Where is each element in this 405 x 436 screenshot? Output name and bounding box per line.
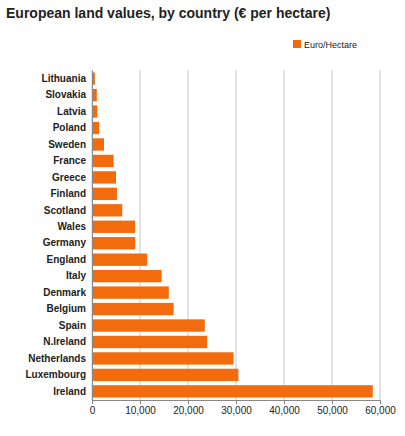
y-tick-label: Greece xyxy=(52,172,86,183)
grid-line xyxy=(332,70,333,400)
bar xyxy=(92,122,99,134)
grid-line xyxy=(284,70,285,400)
y-tick: Wales xyxy=(57,221,92,232)
bar xyxy=(92,286,169,298)
y-tick-label: Spain xyxy=(59,320,86,331)
y-tick: Latvia xyxy=(57,106,92,117)
legend: Euro/Hectare xyxy=(293,40,357,50)
x-tick: 10,000 xyxy=(125,400,156,416)
bar xyxy=(92,254,147,266)
x-tick: 60,000 xyxy=(365,400,396,416)
x-tick-mark xyxy=(188,400,189,404)
legend-label: Euro/Hectare xyxy=(304,40,357,50)
x-tick-label: 0 xyxy=(90,405,96,416)
bar xyxy=(92,171,116,183)
y-tick: Denmark xyxy=(43,287,92,298)
y-tick-label: Sweden xyxy=(48,139,86,150)
y-tick-label: Luxembourg xyxy=(25,369,86,380)
bar xyxy=(92,221,135,233)
y-tick-label: Slovakia xyxy=(45,89,86,100)
x-tick: 20,000 xyxy=(173,400,204,416)
x-tick-label: 30,000 xyxy=(221,405,252,416)
bar xyxy=(92,352,234,364)
y-tick: Finland xyxy=(50,188,92,199)
y-tick: Slovakia xyxy=(45,89,92,100)
y-tick-label: England xyxy=(47,254,86,265)
y-tick: England xyxy=(47,254,92,265)
x-tick-mark xyxy=(140,400,141,404)
y-tick: Luxembourg xyxy=(25,369,92,380)
grid xyxy=(92,70,380,400)
y-tick: Italy xyxy=(66,270,92,281)
x-tick-label: 10,000 xyxy=(125,405,156,416)
bar xyxy=(92,336,207,348)
y-tick: Sweden xyxy=(48,139,92,150)
bar xyxy=(92,188,117,200)
x-tick-label: 50,000 xyxy=(317,405,348,416)
y-tick: Greece xyxy=(52,172,92,183)
y-tick: N.Ireland xyxy=(43,336,92,347)
x-axis: 0 10,000 20,000 30,000 40,000 50,000 60,000 xyxy=(90,400,397,416)
x-tick-mark xyxy=(332,400,333,404)
y-tick: Lithuania xyxy=(42,73,92,84)
x-tick: 30,000 xyxy=(221,400,252,416)
y-tick-label: Denmark xyxy=(43,287,86,298)
y-tick: France xyxy=(53,155,92,166)
grid-line xyxy=(236,70,237,400)
y-tick: Poland xyxy=(53,122,92,133)
bar xyxy=(92,303,174,315)
y-tick-label: N.Ireland xyxy=(43,336,86,347)
y-tick: Belgium xyxy=(47,303,92,314)
y-tick-label: Wales xyxy=(57,221,86,232)
y-tick-label: Poland xyxy=(53,122,86,133)
grid-line xyxy=(380,70,381,400)
y-tick-label: Latvia xyxy=(57,106,86,117)
y-tick-label: France xyxy=(53,155,86,166)
legend-item: Euro/Hectare xyxy=(293,40,357,50)
x-tick-label: 60,000 xyxy=(365,405,396,416)
y-tick-label: Netherlands xyxy=(28,353,86,364)
y-tick: Germany xyxy=(43,237,92,248)
title: European land values, by country (€ per … xyxy=(6,5,330,21)
x-tick: 50,000 xyxy=(317,400,348,416)
y-tick-label: Lithuania xyxy=(42,73,87,84)
bar xyxy=(92,369,238,381)
y-tick-label: Germany xyxy=(43,237,87,248)
x-tick-mark xyxy=(92,400,93,404)
x-tick-label: 40,000 xyxy=(269,405,300,416)
x-tick-label: 20,000 xyxy=(173,405,204,416)
y-tick: Spain xyxy=(59,320,92,331)
x-axis-line xyxy=(93,401,381,405)
bar xyxy=(92,270,162,282)
y-tick-label: Italy xyxy=(66,270,86,281)
y-axis-line xyxy=(92,71,93,401)
legend-swatch xyxy=(293,40,301,48)
chart: European land values, by country (€ per … xyxy=(0,0,405,436)
x-tick: 0 xyxy=(90,400,96,416)
y-tick: Netherlands xyxy=(28,353,92,364)
y-tick: Scotland xyxy=(44,205,92,216)
y-tick-label: Scotland xyxy=(44,205,86,216)
x-tick: 40,000 xyxy=(269,400,300,416)
grid-line xyxy=(188,70,189,400)
bar xyxy=(92,237,135,249)
bar xyxy=(92,319,205,331)
y-tick-label: Belgium xyxy=(47,303,87,314)
bar xyxy=(92,138,104,150)
plot: 0 10,000 20,000 30,000 40,000 50,000 60,000 Lit… xyxy=(25,70,396,416)
y-tick: Ireland xyxy=(53,386,92,397)
bar xyxy=(92,155,114,167)
x-tick-mark xyxy=(236,400,237,404)
y-axis: Lithuania Slovakia Latvia Poland Sweden Franc… xyxy=(25,71,92,401)
bar xyxy=(92,385,373,397)
bar xyxy=(92,204,122,216)
grid-line xyxy=(92,70,93,400)
y-tick-label: Finland xyxy=(50,188,86,199)
x-tick-mark xyxy=(380,400,381,404)
y-tick-label: Ireland xyxy=(53,386,86,397)
x-tick-mark xyxy=(284,400,285,404)
grid-line xyxy=(140,70,141,400)
bars xyxy=(92,72,373,397)
